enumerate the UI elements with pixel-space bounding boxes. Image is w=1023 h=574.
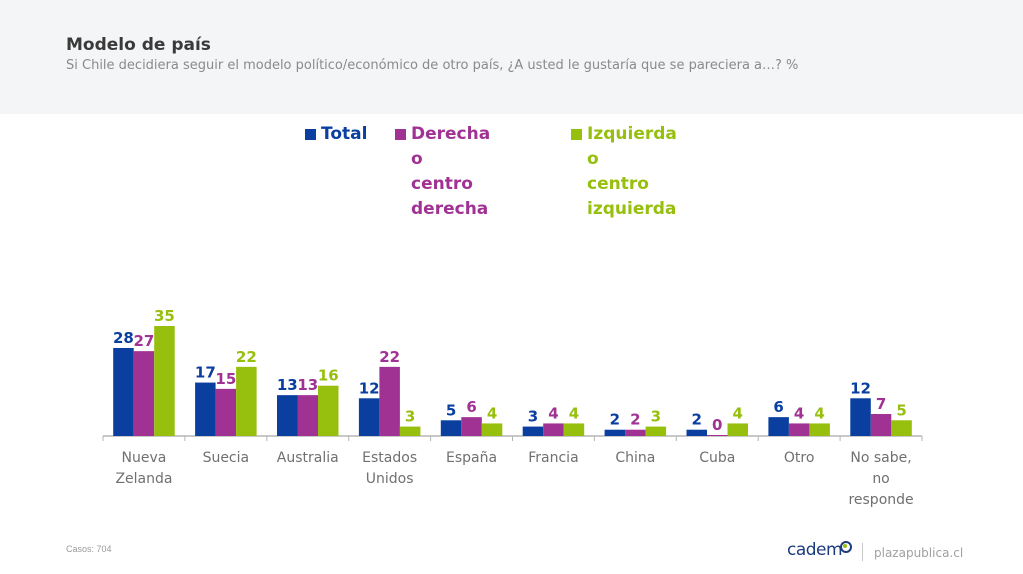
bar-total [522,426,544,436]
data-label-total: 2 [610,411,620,429]
data-label-izquierda: 4 [733,404,743,422]
data-label-izquierda: 5 [896,401,906,419]
x-tick-label: China [615,450,655,466]
bar-derecha [870,414,892,436]
header-band: Modelo de país Si Chile decidiera seguir… [0,0,1023,114]
data-label-total: 12 [850,379,871,397]
data-label-izquierda: 35 [154,307,175,325]
page-subtitle: Si Chile decidiera seguir el modelo polí… [66,58,799,73]
bar-derecha [297,395,318,436]
cadem-logo-ring-icon [840,541,852,553]
x-tick-label: Francia [528,450,578,466]
bar-izquierda [154,326,175,436]
data-label-total: 3 [528,408,538,426]
bar-total [604,429,626,436]
x-tick-label: España [446,450,497,466]
data-label-izquierda: 4 [569,404,579,422]
bar-total [768,417,789,436]
data-label-derecha: 4 [794,404,804,422]
bar-derecha [461,417,482,436]
legend-label-derecha: Derecha o centro derecha [411,124,491,219]
bar-total [195,382,216,436]
footer-divider [862,543,863,561]
data-label-derecha: 2 [630,411,640,429]
legend-swatch-izquierda [571,129,582,140]
x-tick-label: Cuba [699,450,735,466]
x-tick-label: Estados [362,450,417,466]
bar-izquierda [891,420,912,436]
bar-total [358,398,380,436]
data-label-total: 12 [359,379,380,397]
bar-izquierda [645,426,667,436]
data-label-total: 13 [277,376,298,394]
cadem-logo-dot-icon [843,544,847,548]
x-tick-label: responde [848,492,913,508]
x-tick-label: No sabe, [850,450,911,466]
legend-label-total: Total [321,124,368,144]
data-label-derecha: 4 [548,404,558,422]
data-label-izquierda: 22 [236,348,257,366]
bar-izquierda [236,366,257,436]
data-label-total: 5 [446,401,456,419]
bar-derecha [133,351,155,436]
data-label-izquierda: 16 [318,367,339,385]
x-tick-label: Zelanda [115,471,172,487]
data-label-derecha: 13 [297,376,318,394]
cases-count: Casos: 704 [66,544,112,554]
legend-label-izquierda: Izquierda o centro izquierda [587,124,677,219]
site-url: plazapublica.cl [874,546,964,560]
bar-izquierda [809,423,830,436]
bar-total [113,348,134,436]
bar-total [686,429,707,436]
data-label-derecha: 22 [379,348,400,366]
x-tick-label: Otro [784,450,815,466]
x-tick-label: Unidos [366,471,414,487]
bar-derecha [707,435,728,436]
data-label-derecha: 15 [215,370,236,388]
cadem-logo: cadem [787,540,843,560]
bar-izquierda [563,423,585,436]
bar-derecha [215,388,237,436]
data-label-izquierda: 3 [405,408,415,426]
data-label-derecha: 7 [876,395,886,413]
bar-izquierda [727,423,748,436]
x-tick-label: Nueva [122,450,167,466]
data-label-derecha: 0 [712,416,722,434]
data-label-izquierda: 3 [651,408,661,426]
data-label-izquierda: 4 [487,404,497,422]
data-label-total: 28 [113,329,134,347]
bar-izquierda [318,385,339,436]
legend-swatch-total [305,129,316,140]
legend-swatch-derecha [395,129,406,140]
bar-derecha [379,366,400,436]
data-label-total: 17 [195,364,216,382]
x-tick-label: no [872,471,889,487]
data-label-derecha: 27 [134,332,155,350]
x-tick-label: Suecia [203,450,250,466]
data-label-derecha: 6 [466,398,476,416]
data-label-total: 6 [773,398,783,416]
bar-derecha [788,423,810,436]
x-tick-label: Australia [277,450,339,466]
data-label-total: 2 [692,411,702,429]
bar-izquierda [399,426,421,436]
data-label-izquierda: 4 [814,404,824,422]
bar-total [850,398,871,436]
page-title: Modelo de país [66,35,211,55]
bar-izquierda [481,423,503,436]
bar-total [440,420,462,436]
bar-derecha [543,423,564,436]
bar-derecha [625,429,646,436]
bar-total [277,395,298,436]
